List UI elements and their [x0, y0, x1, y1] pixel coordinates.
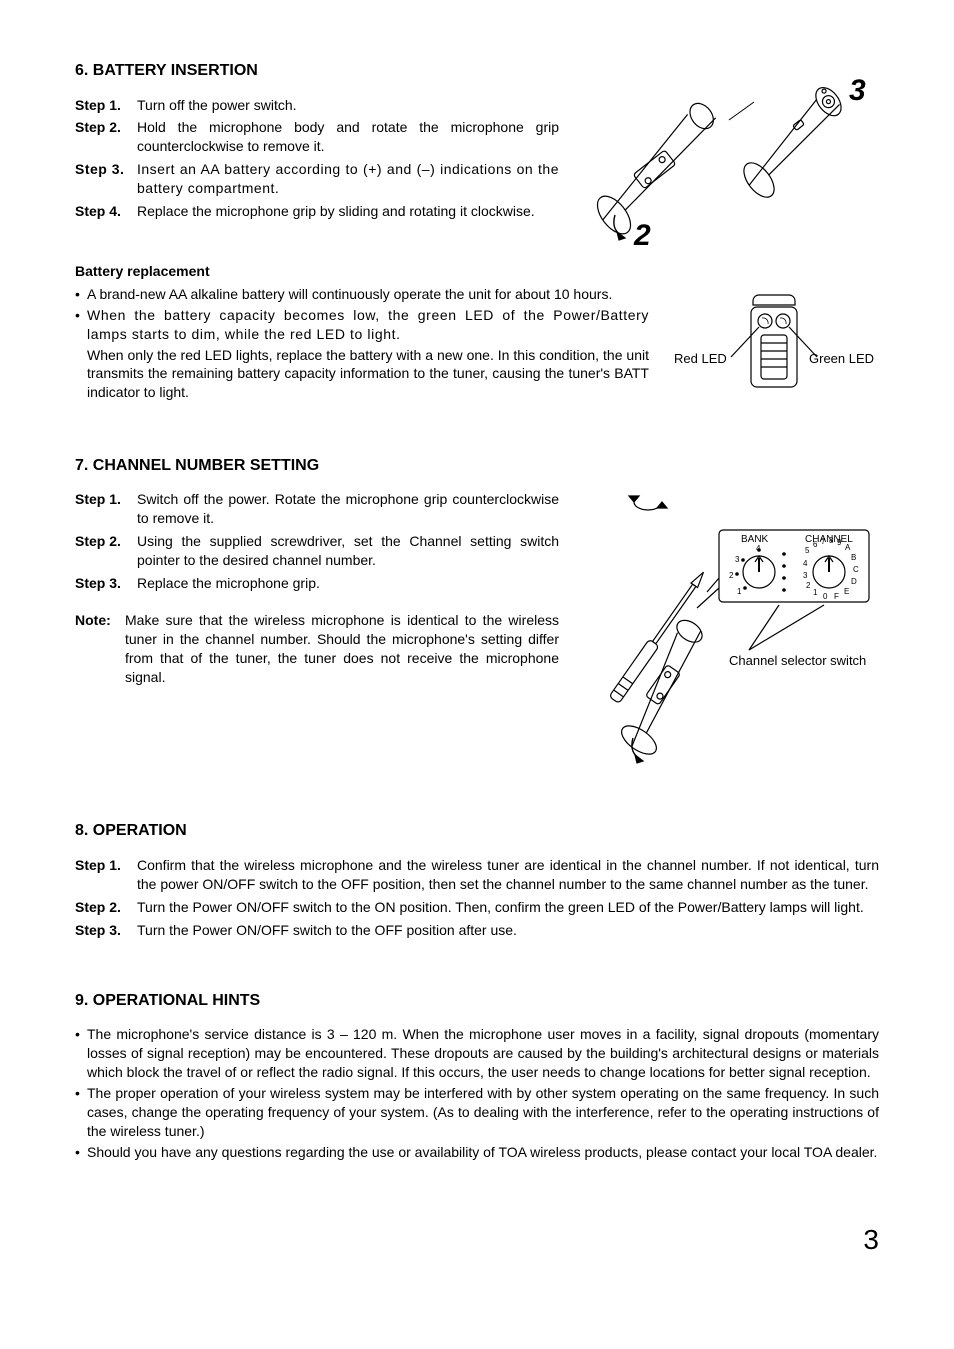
step-label: Step 3.	[75, 160, 137, 198]
step-row: Step 2. Turn the Power ON/OFF switch to …	[75, 898, 879, 917]
step-row: Step 3. Replace the microphone grip.	[75, 574, 559, 593]
note-label: Note:	[75, 611, 125, 687]
svg-text:8: 8	[829, 536, 834, 545]
step-text: Hold the microphone body and rotate the …	[137, 118, 559, 156]
step-label: Step 2.	[75, 118, 137, 156]
bullet-icon: •	[75, 1143, 87, 1162]
step-row: Step 3. Insert an AA battery according t…	[75, 160, 559, 198]
svg-text:D: D	[851, 577, 857, 586]
svg-text:4: 4	[756, 544, 761, 553]
bullet-text: A brand-new AA alkaline battery will con…	[87, 285, 649, 304]
section-title: 9. OPERATIONAL HINTS	[75, 990, 879, 1012]
step-row: Step 1. Switch off the power. Rotate the…	[75, 490, 559, 528]
svg-text:6: 6	[813, 540, 818, 549]
svg-text:3: 3	[803, 571, 808, 580]
section-operational-hints: 9. OPERATIONAL HINTS • The microphone's …	[75, 990, 879, 1162]
bank-label: BANK	[741, 534, 769, 545]
channel-selector-figure: BANK CHANNEL 4 3 2 1 5 6 7 8 9 A B C D E…	[579, 490, 879, 770]
bullet-row: • The proper operation of your wireless …	[75, 1084, 879, 1141]
step-text: Insert an AA battery according to (+) an…	[137, 160, 559, 198]
step-label: Step 1.	[75, 856, 137, 894]
bullet-icon: •	[75, 1084, 87, 1141]
section-title: 8. OPERATION	[75, 820, 879, 842]
bullet-icon: •	[75, 1025, 87, 1082]
bullet-row: • A brand-new AA alkaline battery will c…	[75, 285, 649, 304]
step-row: Step 1. Confirm that the wireless microp…	[75, 856, 879, 894]
red-led-label: Red LED	[674, 351, 727, 366]
step-label: Step 3.	[75, 921, 137, 940]
bullet-text: When only the red LED lights, replace th…	[87, 346, 649, 403]
bullet-text: Should you have any questions regarding …	[87, 1143, 879, 1162]
svg-text:A: A	[845, 543, 851, 552]
section-operation: 8. OPERATION Step 1. Confirm that the wi…	[75, 820, 879, 939]
svg-text:F: F	[834, 592, 839, 601]
section-title: 6. BATTERY INSERTION	[75, 60, 559, 82]
svg-text:9: 9	[837, 538, 842, 547]
page-number: 3	[75, 1221, 879, 1259]
step-text: Replace the microphone grip by sliding a…	[137, 202, 559, 221]
channel-selector-label: Channel selector switch	[729, 653, 866, 668]
step-text: Confirm that the wireless microphone and…	[137, 856, 879, 894]
step-label: Step 1.	[75, 96, 137, 115]
step-text: Switch off the power. Rotate the microph…	[137, 490, 559, 528]
bullet-icon: •	[75, 285, 87, 304]
svg-text:7: 7	[821, 537, 826, 546]
note-row: Note: Make sure that the wireless microp…	[75, 611, 559, 687]
bullet-row: • The microphone's service distance is 3…	[75, 1025, 879, 1082]
led-figure: Red LED Green LED	[669, 285, 879, 405]
bullet-row: • Should you have any questions regardin…	[75, 1143, 879, 1162]
step-label: Step 3.	[75, 574, 137, 593]
step-label: Step 2.	[75, 532, 137, 570]
step-row: Step 1. Turn off the power switch.	[75, 96, 559, 115]
svg-text:B: B	[851, 553, 856, 562]
svg-text:E: E	[844, 587, 849, 596]
figure-number-3: 3	[849, 74, 866, 107]
svg-text:2: 2	[806, 581, 811, 590]
step-text: Turn off the power switch.	[137, 96, 559, 115]
battery-insertion-figure: 2 3	[579, 60, 879, 250]
step-row: Step 3. Turn the Power ON/OFF switch to …	[75, 921, 879, 940]
svg-text:1: 1	[813, 588, 818, 597]
step-label: Step 4.	[75, 202, 137, 221]
note-text: Make sure that the wireless microphone i…	[125, 611, 559, 687]
svg-text:0: 0	[823, 592, 828, 601]
section-battery-insertion: 6. BATTERY INSERTION Step 1. Turn off th…	[75, 60, 879, 405]
bullet-text: The proper operation of your wireless sy…	[87, 1084, 879, 1141]
svg-text:3: 3	[735, 555, 740, 564]
bullet-continuation: When only the red LED lights, replace th…	[75, 346, 649, 403]
bullet-icon: •	[75, 306, 87, 344]
step-text: Turn the Power ON/OFF switch to the ON p…	[137, 898, 879, 917]
bullet-text: The microphone's service distance is 3 –…	[87, 1025, 879, 1082]
bullet-row: • When the battery capacity becomes low,…	[75, 306, 649, 344]
svg-text:C: C	[853, 565, 859, 574]
step-row: Step 2. Hold the microphone body and rot…	[75, 118, 559, 156]
step-text: Replace the microphone grip.	[137, 574, 559, 593]
svg-text:4: 4	[803, 559, 808, 568]
step-text: Turn the Power ON/OFF switch to the OFF …	[137, 921, 879, 940]
svg-text:1: 1	[737, 587, 742, 596]
section-title: 7. CHANNEL NUMBER SETTING	[75, 455, 879, 477]
bullet-text: When the battery capacity becomes low, t…	[87, 306, 649, 344]
svg-text:5: 5	[805, 546, 810, 555]
step-label: Step 1.	[75, 490, 137, 528]
step-row: Step 4. Replace the microphone grip by s…	[75, 202, 559, 221]
step-text: Using the supplied screwdriver, set the …	[137, 532, 559, 570]
section-channel-setting: 7. CHANNEL NUMBER SETTING Step 1. Switch…	[75, 455, 879, 771]
green-led-label: Green LED	[809, 351, 874, 366]
figure-number-2: 2	[633, 219, 651, 250]
step-label: Step 2.	[75, 898, 137, 917]
svg-text:2: 2	[729, 571, 734, 580]
battery-replacement-title: Battery replacement	[75, 262, 879, 281]
step-row: Step 2. Using the supplied screwdriver, …	[75, 532, 559, 570]
